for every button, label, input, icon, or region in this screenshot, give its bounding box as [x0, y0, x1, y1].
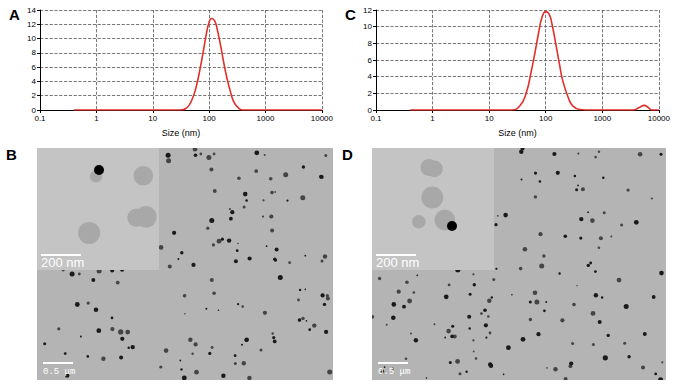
svg-text:C: C: [345, 6, 356, 23]
svg-text:4: 4: [368, 72, 373, 81]
svg-text:0.1: 0.1: [34, 114, 46, 123]
svg-text:10: 10: [148, 114, 157, 123]
html-text:B: B: [6, 146, 17, 163]
svg-text:100: 100: [202, 114, 216, 123]
html-text:D: D: [342, 146, 353, 163]
svg-text:4: 4: [32, 77, 37, 86]
svg-text:1: 1: [94, 114, 99, 123]
svg-text:2: 2: [368, 89, 373, 98]
svg-text:6: 6: [32, 63, 37, 72]
svg-text:200 nm: 200 nm: [376, 255, 419, 270]
svg-text:0.1: 0.1: [370, 114, 382, 123]
svg-text:6: 6: [368, 56, 373, 65]
svg-text:A: A: [9, 6, 20, 23]
svg-text:2: 2: [32, 91, 37, 100]
svg-text:0.5 μm: 0.5 μm: [378, 367, 410, 377]
svg-text:0.5 μm: 0.5 μm: [43, 367, 75, 377]
svg-text:0: 0: [367, 105, 372, 115]
svg-text:10: 10: [363, 22, 372, 31]
svg-text:10000: 10000: [311, 114, 334, 123]
svg-text:8: 8: [32, 48, 37, 57]
svg-text:1000: 1000: [257, 114, 275, 123]
svg-text:Size (nm): Size (nm): [498, 128, 537, 138]
svg-text:12: 12: [363, 6, 372, 15]
svg-text:8: 8: [368, 39, 373, 48]
svg-text:100: 100: [539, 114, 553, 123]
svg-text:Size (nm): Size (nm): [162, 128, 201, 138]
svg-text:1: 1: [430, 114, 435, 123]
svg-text:10: 10: [485, 114, 494, 123]
svg-text:10000: 10000: [648, 114, 671, 123]
svg-text:14: 14: [27, 6, 36, 15]
svg-text:0: 0: [31, 105, 36, 115]
svg-text:10: 10: [27, 34, 36, 43]
svg-text:200 nm: 200 nm: [41, 255, 84, 270]
svg-text:1000: 1000: [593, 114, 611, 123]
svg-text:12: 12: [27, 20, 36, 29]
